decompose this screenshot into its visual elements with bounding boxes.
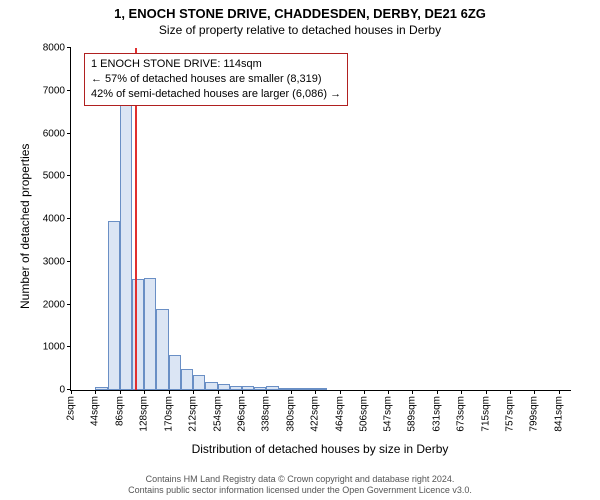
y-tick-mark — [67, 133, 71, 134]
histogram-bar — [303, 388, 315, 390]
x-tick-mark — [534, 390, 535, 394]
annotation-line-2: ← 57% of detached houses are smaller (8,… — [91, 72, 341, 87]
y-tick-mark — [67, 175, 71, 176]
histogram-bar — [279, 388, 291, 390]
x-tick-label: 212sqm — [188, 396, 199, 432]
x-tick-label: 506sqm — [359, 396, 370, 432]
y-tick-mark — [67, 261, 71, 262]
annotation-line-1: 1 ENOCH STONE DRIVE: 114sqm — [91, 57, 341, 72]
histogram-bar — [108, 221, 120, 390]
y-tick-mark — [67, 304, 71, 305]
histogram-bar — [132, 279, 144, 390]
y-tick-label: 7000 — [43, 85, 65, 96]
annotation-box: 1 ENOCH STONE DRIVE: 114sqm ← 57% of det… — [84, 53, 348, 106]
y-tick-label: 1000 — [43, 342, 65, 353]
x-tick-mark — [315, 390, 316, 394]
x-tick-label: 296sqm — [236, 396, 247, 432]
x-tick-label: 799sqm — [529, 396, 540, 432]
chart-title-main: 1, ENOCH STONE DRIVE, CHADDESDEN, DERBY,… — [0, 0, 600, 21]
x-tick-mark — [437, 390, 438, 394]
x-tick-mark — [95, 390, 96, 394]
x-tick-mark — [510, 390, 511, 394]
x-tick-label: 86sqm — [114, 396, 125, 426]
x-tick-mark — [242, 390, 243, 394]
x-tick-label: 338sqm — [261, 396, 272, 432]
y-tick-label: 3000 — [43, 256, 65, 267]
x-tick-mark — [218, 390, 219, 394]
y-tick-mark — [67, 47, 71, 48]
x-tick-mark — [266, 390, 267, 394]
histogram-bar — [193, 375, 205, 390]
x-tick-mark — [388, 390, 389, 394]
histogram-bar — [242, 386, 254, 390]
y-tick-mark — [67, 218, 71, 219]
histogram-bar — [181, 369, 193, 390]
x-tick-label: 254sqm — [212, 396, 223, 432]
histogram-bar — [156, 309, 168, 390]
x-tick-label: 128sqm — [139, 396, 150, 432]
chart-container: 1, ENOCH STONE DRIVE, CHADDESDEN, DERBY,… — [0, 0, 600, 500]
footer-line-2: Contains public sector information licen… — [0, 485, 600, 496]
histogram-bar — [230, 386, 242, 390]
x-tick-mark — [71, 390, 72, 394]
y-tick-label: 4000 — [43, 214, 65, 225]
x-tick-mark — [461, 390, 462, 394]
x-tick-mark — [412, 390, 413, 394]
y-tick-label: 6000 — [43, 128, 65, 139]
x-tick-label: 380sqm — [285, 396, 296, 432]
histogram-bar — [218, 384, 230, 390]
histogram-bar — [169, 355, 181, 390]
histogram-bar — [254, 387, 266, 390]
y-axis-label: Number of detached properties — [18, 144, 32, 309]
histogram-bar — [120, 101, 132, 390]
y-tick-label: 8000 — [43, 43, 65, 54]
chart-title-sub: Size of property relative to detached ho… — [0, 21, 600, 37]
x-tick-label: 841sqm — [553, 396, 564, 432]
x-tick-mark — [169, 390, 170, 394]
x-tick-label: 44sqm — [90, 396, 101, 426]
footer-attribution: Contains HM Land Registry data © Crown c… — [0, 474, 600, 497]
annotation-line-3: 42% of semi-detached houses are larger (… — [91, 87, 341, 102]
x-tick-mark — [559, 390, 560, 394]
x-tick-label: 422sqm — [310, 396, 321, 432]
histogram-bar — [266, 386, 278, 390]
histogram-bar — [315, 388, 327, 390]
footer-line-1: Contains HM Land Registry data © Crown c… — [0, 474, 600, 485]
x-tick-label: 547sqm — [382, 396, 393, 432]
y-tick-label: 0 — [59, 385, 65, 396]
x-tick-label: 170sqm — [163, 396, 174, 432]
y-tick-mark — [67, 346, 71, 347]
x-tick-mark — [193, 390, 194, 394]
histogram-bar — [95, 387, 107, 390]
x-axis-label: Distribution of detached houses by size … — [192, 442, 449, 456]
x-tick-label: 715sqm — [480, 396, 491, 432]
x-tick-label: 2sqm — [66, 396, 77, 420]
histogram-bar — [205, 382, 217, 390]
x-tick-label: 464sqm — [334, 396, 345, 432]
y-tick-label: 2000 — [43, 299, 65, 310]
x-tick-label: 631sqm — [431, 396, 442, 432]
x-tick-mark — [291, 390, 292, 394]
histogram-bar — [144, 278, 156, 390]
y-tick-mark — [67, 90, 71, 91]
x-tick-mark — [486, 390, 487, 394]
y-tick-label: 5000 — [43, 171, 65, 182]
x-tick-label: 673sqm — [456, 396, 467, 432]
histogram-bar — [291, 388, 303, 390]
x-tick-mark — [364, 390, 365, 394]
x-tick-label: 757sqm — [504, 396, 515, 432]
x-tick-mark — [144, 390, 145, 394]
x-tick-label: 589sqm — [407, 396, 418, 432]
x-tick-mark — [120, 390, 121, 394]
x-tick-mark — [340, 390, 341, 394]
